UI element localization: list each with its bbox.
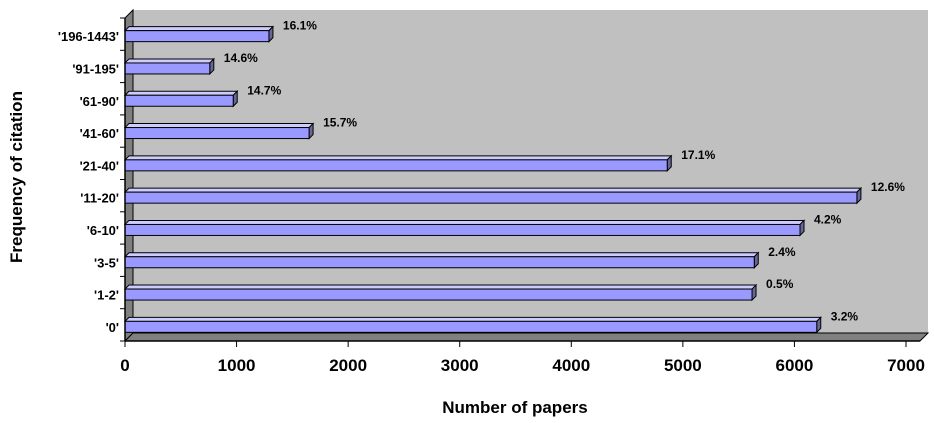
bar-top-face bbox=[123, 219, 806, 225]
bar-top-face bbox=[123, 90, 239, 96]
bar-top-face bbox=[123, 252, 760, 258]
x-tick-label: 5000 bbox=[664, 356, 702, 375]
bar-top-face bbox=[123, 284, 758, 290]
category-label: '11-20' bbox=[80, 191, 119, 206]
x-tick-label: 2000 bbox=[329, 356, 367, 375]
bar bbox=[124, 30, 270, 43]
data-label: 14.6% bbox=[224, 51, 258, 65]
data-label: 3.2% bbox=[831, 309, 859, 323]
y-axis-title: Frequency of citation bbox=[7, 91, 26, 263]
bar bbox=[124, 288, 753, 301]
x-tick-label: 4000 bbox=[552, 356, 590, 375]
category-label: '91-195' bbox=[72, 61, 119, 76]
bar-top-face bbox=[123, 26, 275, 32]
bar bbox=[124, 127, 310, 140]
category-label: '1-2' bbox=[94, 288, 119, 303]
x-tick-label: 1000 bbox=[218, 356, 256, 375]
bar bbox=[124, 256, 755, 269]
bar-top-face bbox=[123, 155, 673, 161]
x-axis-title: Number of papers bbox=[442, 398, 587, 417]
x-tick-label: 6000 bbox=[776, 356, 814, 375]
category-label: '6-10' bbox=[87, 223, 119, 238]
bar bbox=[124, 320, 818, 333]
labels-group: '0' 3.2% '1-2' 0.5% '3-5' 2.4% '6-10' 4.2% '11-2… bbox=[58, 19, 925, 375]
bar-top-face bbox=[123, 123, 315, 129]
category-label: '0' bbox=[106, 320, 119, 335]
data-label: 4.2% bbox=[814, 212, 842, 226]
x-tick-label: 3000 bbox=[441, 356, 479, 375]
x-tick-label: 7000 bbox=[887, 356, 925, 375]
bar bbox=[124, 94, 234, 107]
data-label: 17.1% bbox=[681, 148, 715, 162]
category-label: '61-90' bbox=[80, 94, 119, 109]
data-label: 12.6% bbox=[871, 180, 905, 194]
data-label: 0.5% bbox=[766, 277, 794, 291]
x-tick-label: 0 bbox=[120, 356, 129, 375]
bar bbox=[124, 191, 858, 204]
bar-top-face bbox=[123, 316, 822, 322]
data-label: 2.4% bbox=[768, 245, 796, 259]
axes-group bbox=[120, 17, 920, 347]
bar bbox=[124, 62, 211, 75]
category-label: '196-1443' bbox=[58, 29, 119, 44]
bar-top-face bbox=[123, 187, 863, 193]
data-label: 16.1% bbox=[283, 19, 317, 33]
plot-floor bbox=[123, 332, 930, 342]
bar bbox=[124, 223, 801, 236]
bar-top-face bbox=[123, 58, 216, 64]
category-label: '3-5' bbox=[94, 255, 119, 270]
category-label: '41-60' bbox=[80, 126, 119, 141]
bars-group bbox=[123, 25, 863, 334]
data-label: 14.7% bbox=[247, 83, 281, 97]
bar bbox=[124, 159, 668, 172]
data-label: 15.7% bbox=[323, 116, 357, 130]
category-label: '21-40' bbox=[80, 158, 119, 173]
